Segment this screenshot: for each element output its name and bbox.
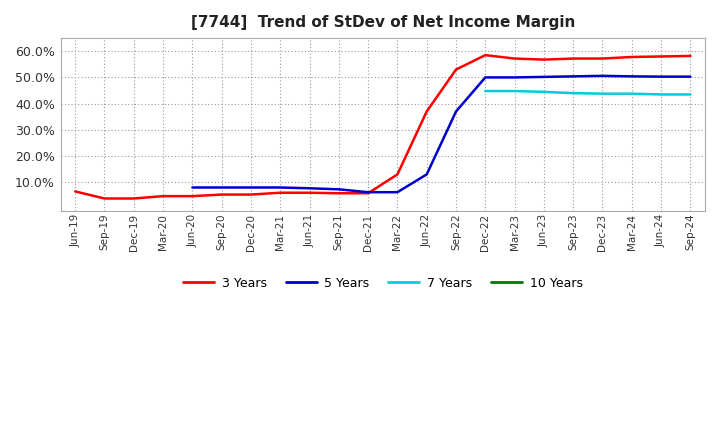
5 Years bbox=[481, 75, 490, 80]
5 Years bbox=[276, 185, 284, 190]
7 Years bbox=[598, 91, 607, 96]
3 Years bbox=[276, 190, 284, 195]
3 Years bbox=[335, 191, 343, 196]
3 Years bbox=[627, 54, 636, 59]
3 Years bbox=[686, 53, 695, 59]
3 Years bbox=[217, 192, 226, 197]
7 Years bbox=[657, 92, 665, 97]
7 Years bbox=[539, 89, 548, 95]
5 Years bbox=[364, 190, 372, 195]
5 Years bbox=[510, 75, 519, 80]
5 Years bbox=[217, 185, 226, 190]
3 Years bbox=[364, 191, 372, 196]
5 Years bbox=[657, 74, 665, 79]
5 Years bbox=[627, 74, 636, 79]
3 Years bbox=[569, 56, 577, 61]
7 Years bbox=[569, 91, 577, 96]
7 Years bbox=[686, 92, 695, 97]
Line: 3 Years: 3 Years bbox=[75, 55, 690, 198]
5 Years bbox=[423, 172, 431, 177]
Legend: 3 Years, 5 Years, 7 Years, 10 Years: 3 Years, 5 Years, 7 Years, 10 Years bbox=[178, 272, 588, 295]
3 Years bbox=[539, 57, 548, 62]
3 Years bbox=[130, 196, 138, 201]
3 Years bbox=[71, 189, 79, 194]
5 Years bbox=[188, 185, 197, 190]
Line: 7 Years: 7 Years bbox=[485, 91, 690, 95]
3 Years bbox=[510, 56, 519, 61]
3 Years bbox=[188, 194, 197, 199]
5 Years bbox=[393, 190, 402, 195]
3 Years bbox=[657, 54, 665, 59]
3 Years bbox=[393, 172, 402, 177]
5 Years bbox=[569, 74, 577, 79]
Title: [7744]  Trend of StDev of Net Income Margin: [7744] Trend of StDev of Net Income Marg… bbox=[191, 15, 575, 30]
7 Years bbox=[510, 88, 519, 94]
3 Years bbox=[100, 196, 109, 201]
Line: 5 Years: 5 Years bbox=[192, 76, 690, 192]
3 Years bbox=[159, 194, 168, 199]
5 Years bbox=[335, 187, 343, 192]
3 Years bbox=[305, 190, 314, 195]
5 Years bbox=[247, 185, 256, 190]
3 Years bbox=[451, 67, 460, 72]
5 Years bbox=[598, 73, 607, 78]
7 Years bbox=[627, 91, 636, 96]
5 Years bbox=[305, 186, 314, 191]
3 Years bbox=[598, 56, 607, 61]
7 Years bbox=[481, 88, 490, 94]
5 Years bbox=[539, 74, 548, 80]
5 Years bbox=[451, 109, 460, 114]
5 Years bbox=[686, 74, 695, 79]
3 Years bbox=[481, 52, 490, 58]
3 Years bbox=[423, 109, 431, 114]
3 Years bbox=[247, 192, 256, 197]
